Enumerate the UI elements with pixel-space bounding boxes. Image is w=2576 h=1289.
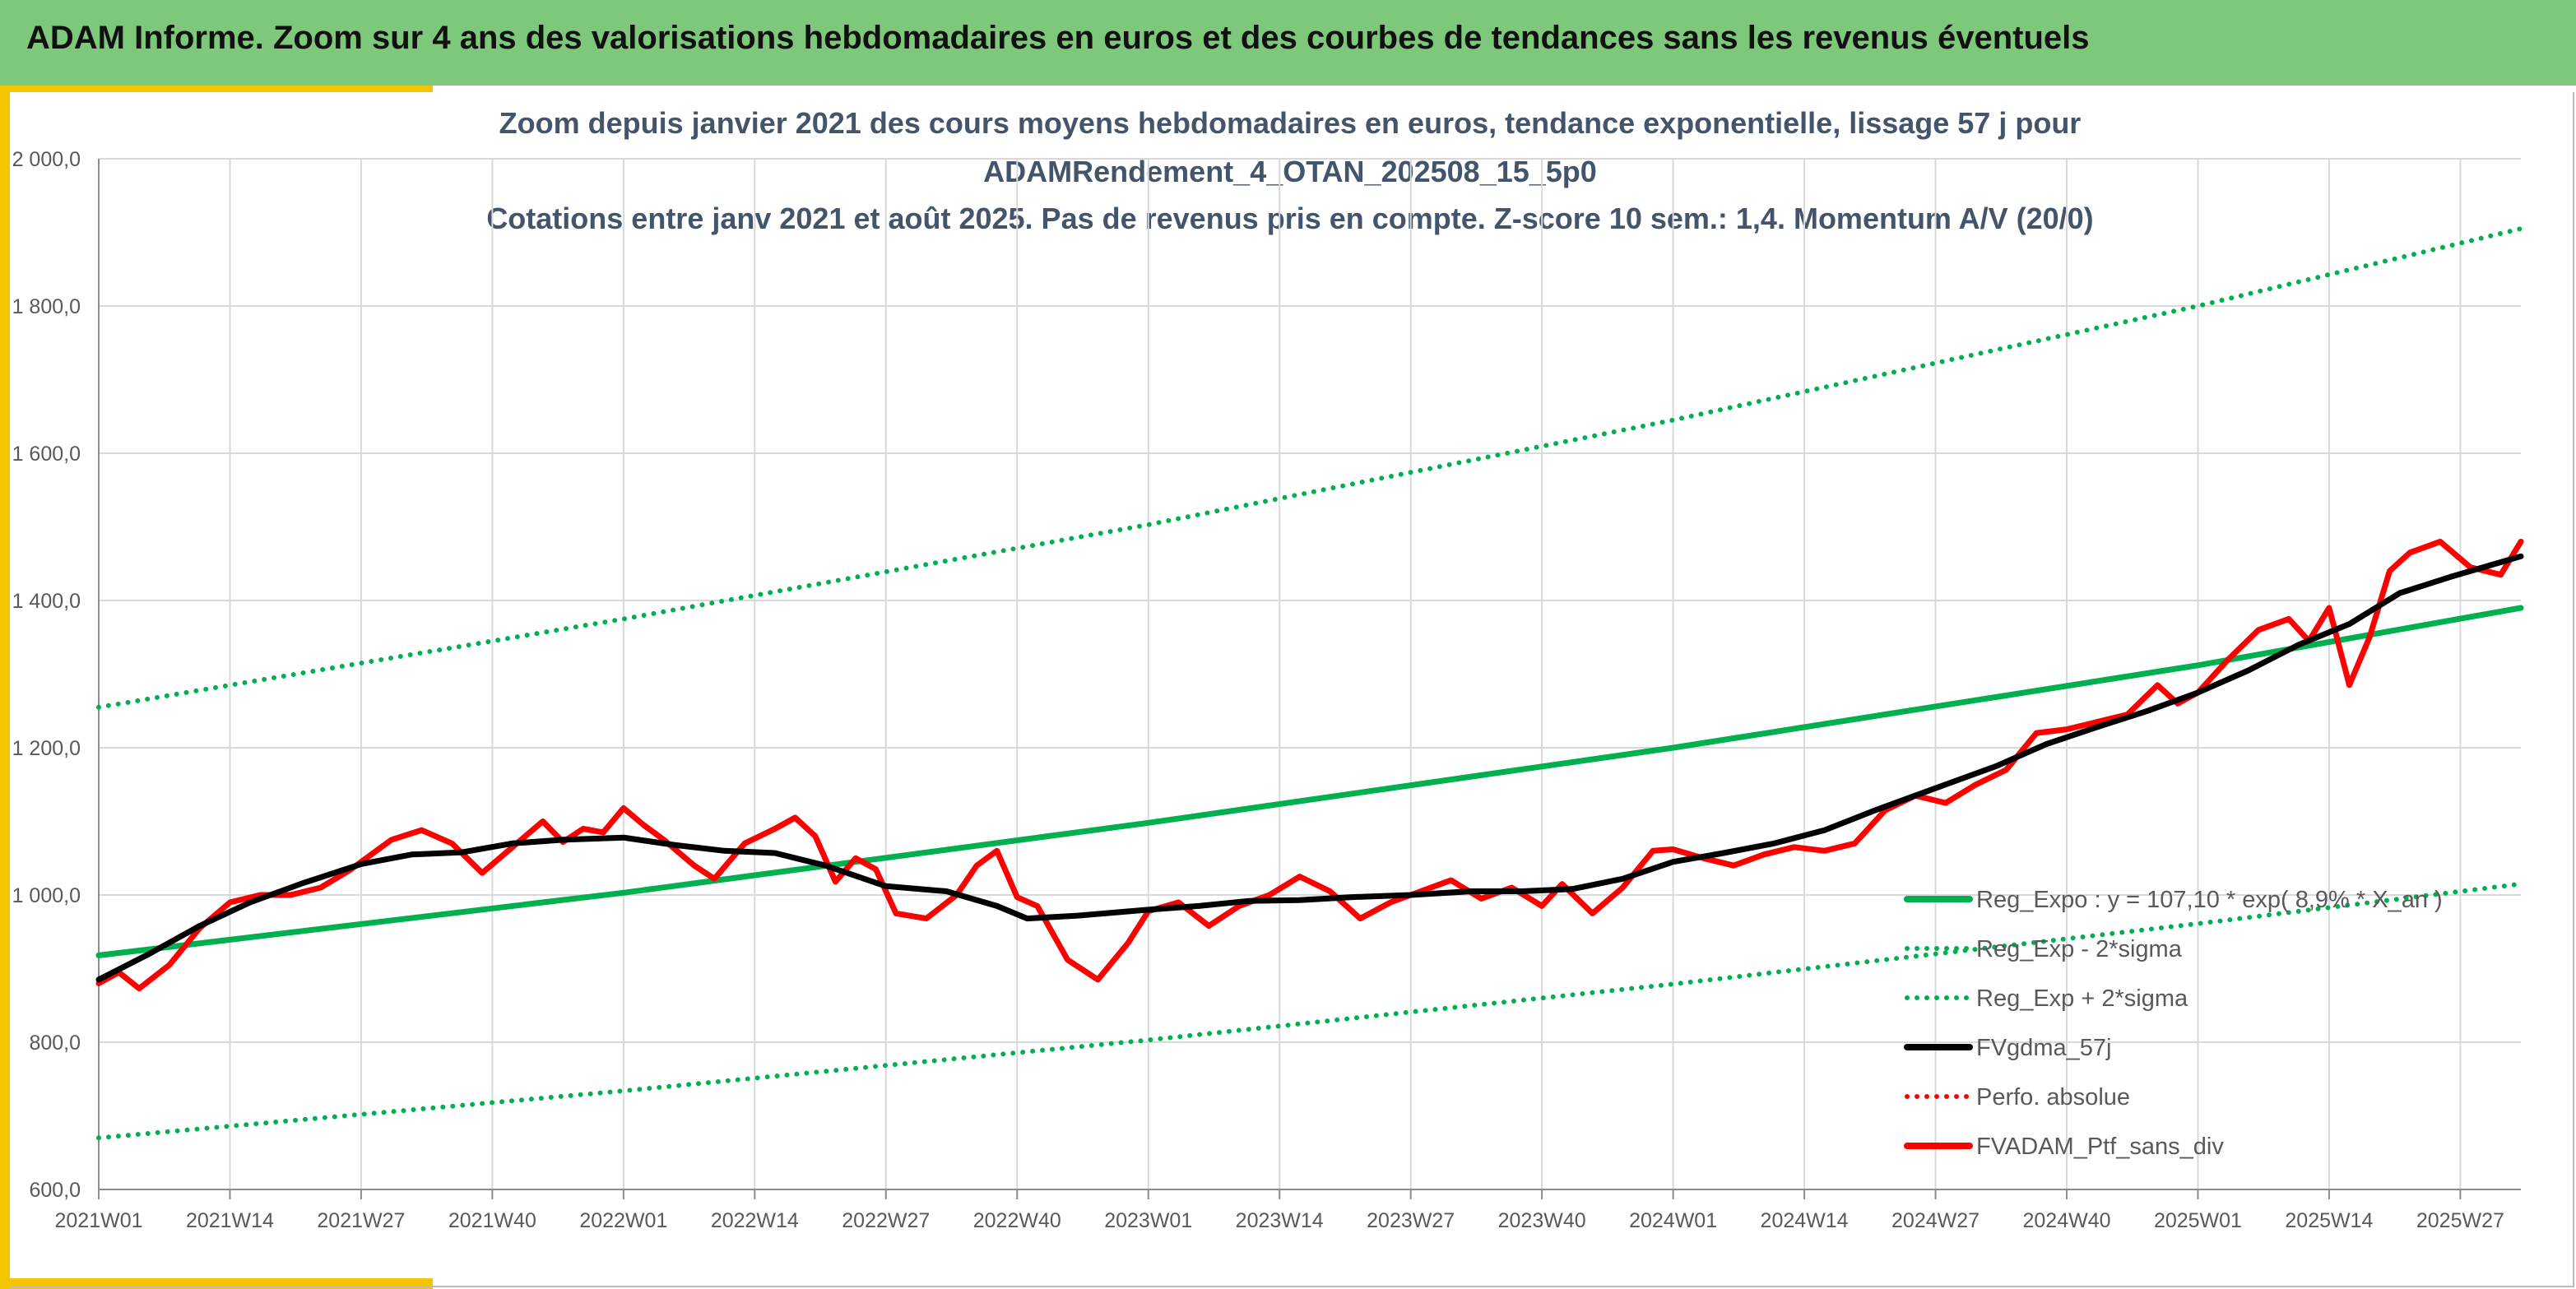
series-line-0 [95, 605, 2524, 958]
x-tick-label: 2025W01 [2154, 1209, 2242, 1232]
legend-label: Reg_Exp - 2*sigma [1976, 936, 2183, 962]
x-tick-label: 2024W40 [2022, 1209, 2110, 1232]
x-tick-label: 2023W01 [1104, 1209, 1192, 1232]
x-tick-label: 2021W14 [186, 1209, 274, 1232]
x-tick-label: 2024W14 [1761, 1209, 1849, 1232]
x-tick-label: 2023W14 [1236, 1209, 1324, 1232]
x-tick-label: 2023W40 [1498, 1209, 1586, 1232]
series-line-5 [95, 538, 2524, 992]
legend-label: FVADAM_Ptf_sans_div [1976, 1134, 2224, 1160]
accent-bar-left [0, 86, 10, 1289]
legend-label: Perfo. absolue [1976, 1084, 2130, 1110]
chart-title-line: Cotations entre janv 2021 et août 2025. … [486, 202, 2093, 235]
series-layer [95, 226, 2524, 1141]
x-tick-label: 2022W27 [842, 1209, 930, 1232]
chart-title: Zoom depuis janvier 2021 des cours moyen… [486, 106, 2093, 235]
y-tick-label: 1 600,0 [12, 443, 81, 466]
chart-title-line: Zoom depuis janvier 2021 des cours moyen… [499, 106, 2082, 140]
x-tick-label: 2025W27 [2416, 1209, 2504, 1232]
x-tick-label: 2022W01 [579, 1209, 667, 1232]
legend: Reg_Expo : y = 107,10 * exp( 8,9% * X_an… [1904, 887, 2443, 1160]
y-tick-label: 1 200,0 [12, 737, 81, 760]
axes: 2 000,0 1 800,0 1 600,0 1 400,0 1 200,0 1 000… [12, 148, 2521, 1232]
series-line-2 [96, 226, 2523, 710]
legend-label: FVgdma_57j [1976, 1035, 2111, 1061]
y-tick-label: 2 000,0 [12, 148, 81, 171]
header-banner: ADAM Informe. Zoom sur 4 ans des valoris… [0, 0, 2576, 86]
x-tick-label: 2021W27 [317, 1209, 405, 1232]
y-tick-label: 800,0 [29, 1032, 81, 1055]
legend-label: Reg_Expo : y = 107,10 * exp( 8,9% * X_an… [1976, 887, 2443, 913]
x-tick-label: 2024W27 [1891, 1209, 1980, 1232]
chart-frame [10, 92, 2574, 1287]
y-tick-label: 1 400,0 [12, 590, 81, 613]
x-tick-label: 2024W01 [1629, 1209, 1717, 1232]
y-tick-label: 1 800,0 [12, 295, 81, 318]
legend-label: Reg_Exp + 2*sigma [1976, 985, 2188, 1012]
x-tick-label: 2025W14 [2285, 1209, 2373, 1232]
series-line-3 [95, 553, 2524, 983]
report-title: ADAM Informe. Zoom sur 4 ans des valoris… [26, 20, 2090, 56]
x-tick-label: 2023W27 [1367, 1209, 1455, 1232]
x-tick-label: 2022W14 [711, 1209, 799, 1232]
x-tick-label: 2021W40 [448, 1209, 536, 1232]
x-tick-label: 2021W01 [54, 1209, 142, 1232]
accent-bar-top [0, 86, 433, 92]
x-tick-label: 2022W40 [973, 1209, 1061, 1232]
y-tick-label: 1 000,0 [12, 884, 81, 907]
y-tick-label: 600,0 [29, 1179, 81, 1202]
chart-title-line: ADAMRendement_4_OTAN_202508_15_5p0 [983, 155, 1597, 188]
series-line-1 [96, 881, 2523, 1141]
